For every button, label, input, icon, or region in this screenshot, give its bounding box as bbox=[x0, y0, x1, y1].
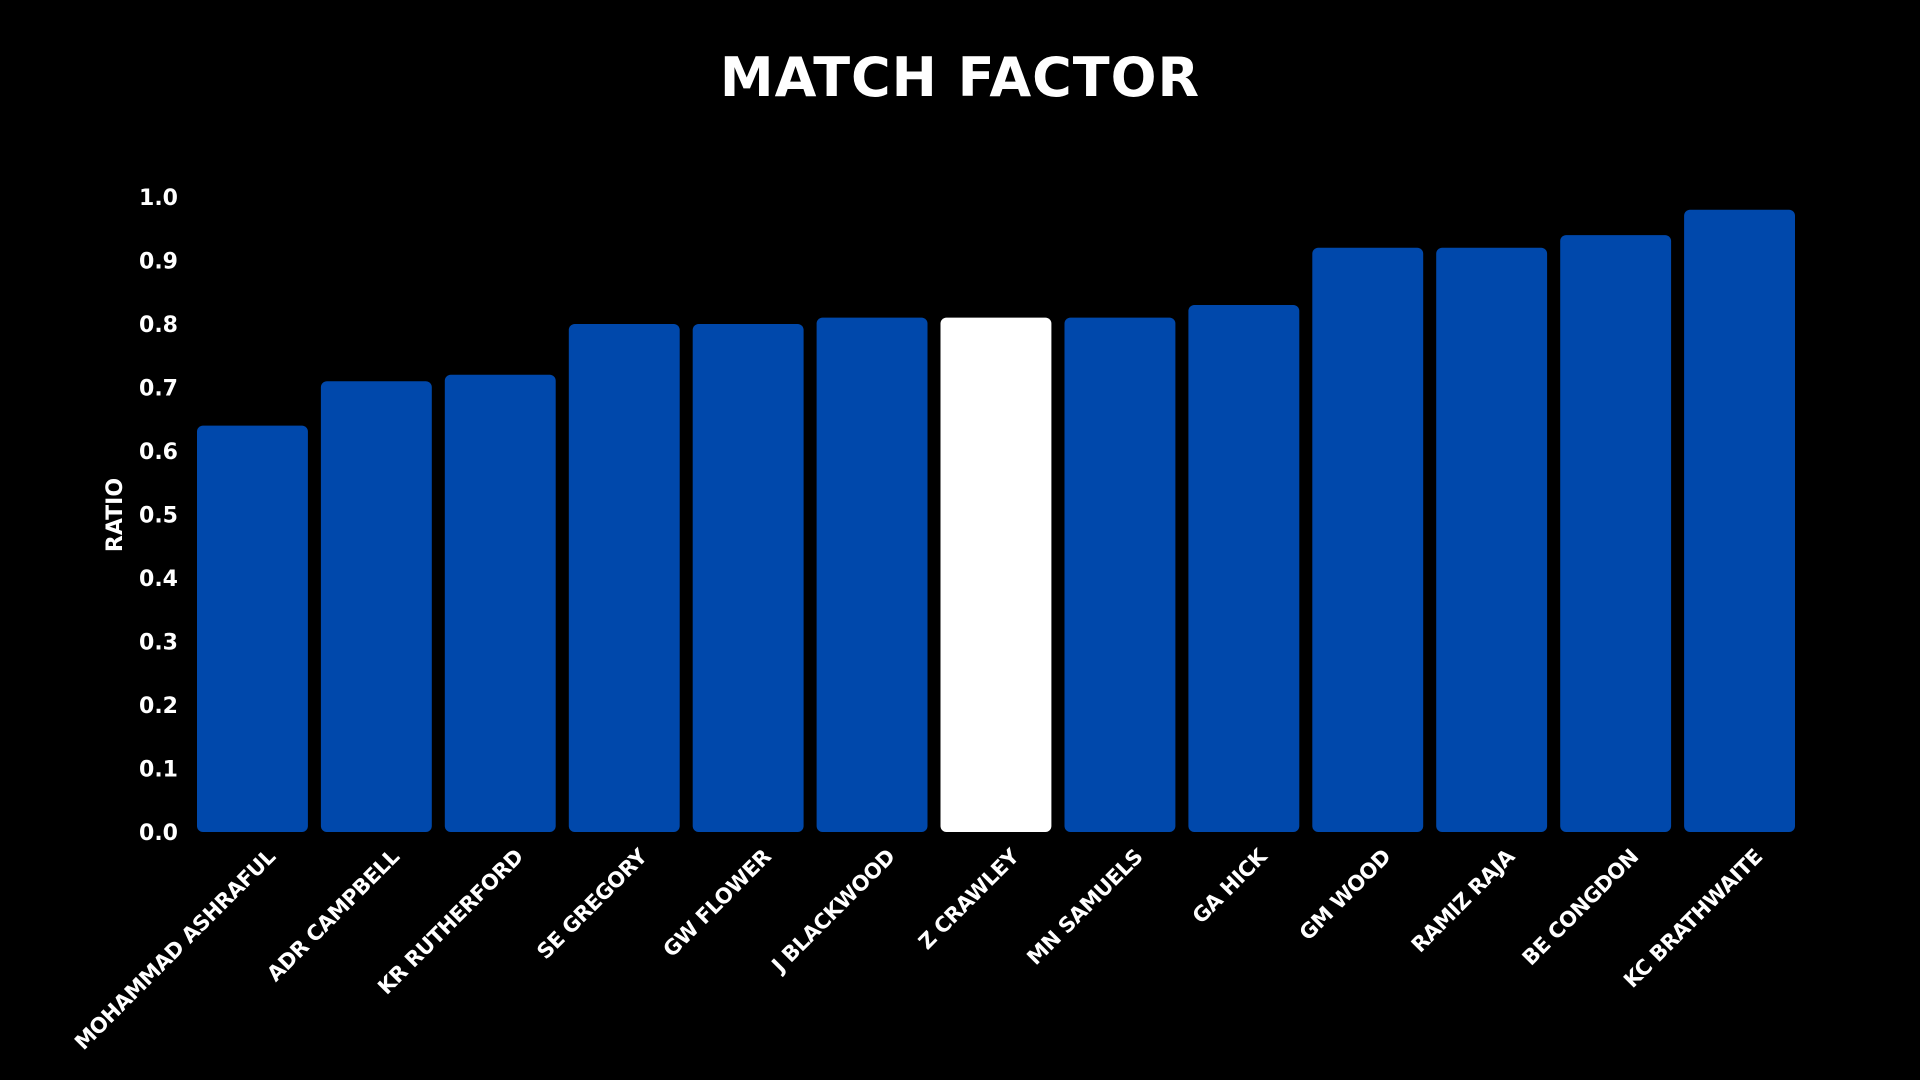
y-tick-label: 0.9 bbox=[139, 250, 178, 275]
y-tick-label: 0.0 bbox=[139, 821, 178, 846]
chart-title: MATCH FACTOR bbox=[720, 46, 1200, 109]
bar bbox=[1312, 247, 1424, 833]
x-tick-label: GA HICK bbox=[1188, 844, 1273, 929]
y-tick-label: 1.0 bbox=[139, 186, 178, 211]
bar bbox=[1188, 305, 1300, 832]
bar bbox=[940, 317, 1052, 833]
bars-group bbox=[197, 209, 1795, 833]
x-tick-label: BE CONGDON bbox=[1518, 845, 1644, 971]
bar bbox=[1436, 247, 1548, 833]
x-tick-label: SE GREGORY bbox=[532, 844, 652, 964]
y-tick-label: 0.2 bbox=[139, 694, 178, 719]
x-tick-label: Z CRAWLEY bbox=[914, 844, 1025, 955]
bar bbox=[1064, 317, 1176, 833]
bar bbox=[692, 324, 804, 832]
bar bbox=[197, 425, 308, 832]
y-tick-label: 0.6 bbox=[139, 440, 178, 465]
y-tick-label: 0.8 bbox=[139, 313, 178, 338]
bar bbox=[444, 374, 556, 832]
y-axis-label: RATIO bbox=[103, 478, 128, 552]
x-tick-label: MN SAMUELS bbox=[1022, 845, 1147, 970]
bar bbox=[320, 381, 432, 832]
y-tick-label: 0.5 bbox=[139, 504, 178, 529]
x-tick-label: GM WOOD bbox=[1295, 845, 1396, 946]
x-tick-label: J BLACKWOOD bbox=[766, 845, 900, 979]
x-tick-label: RAMIZ RAJA bbox=[1407, 844, 1520, 957]
x-tick-label: GW FLOWER bbox=[658, 844, 775, 961]
y-axis-ticks: 0.0 0.1 0.2 0.3 0.4 0.5 0.6 0.7 0.8 0.9 1.0 bbox=[139, 186, 178, 846]
bar bbox=[1560, 235, 1672, 833]
bar bbox=[816, 317, 928, 833]
y-tick-label: 0.3 bbox=[139, 631, 178, 656]
x-tick-label: KC BRATHWAITE bbox=[1619, 845, 1767, 993]
y-tick-label: 0.1 bbox=[139, 758, 178, 783]
x-tick-label: MOHAMMAD ASHRAFUL bbox=[70, 844, 280, 1054]
bar bbox=[1684, 209, 1795, 832]
y-tick-label: 0.4 bbox=[139, 567, 178, 592]
y-tick-label: 0.7 bbox=[139, 377, 178, 402]
bar bbox=[568, 324, 680, 832]
x-tick-label: ADR CAMPBELL bbox=[262, 844, 404, 986]
